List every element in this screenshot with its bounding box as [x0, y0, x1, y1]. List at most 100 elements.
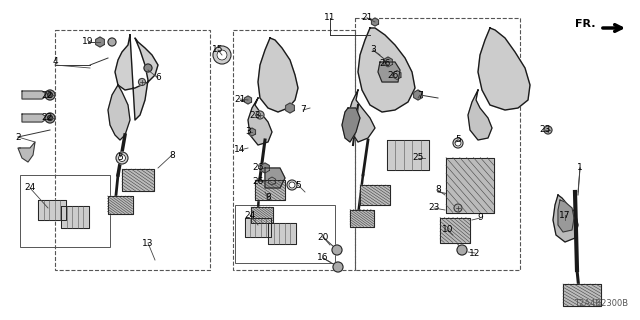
Polygon shape [413, 90, 422, 100]
Text: 6: 6 [155, 74, 161, 83]
Text: 4: 4 [52, 58, 58, 67]
Text: 8: 8 [435, 186, 441, 195]
Text: 10: 10 [442, 226, 454, 235]
Circle shape [118, 155, 125, 162]
Text: FR.: FR. [575, 19, 595, 29]
Polygon shape [387, 140, 429, 170]
Text: 3: 3 [245, 127, 251, 137]
Bar [233, 30, 355, 270]
Polygon shape [95, 37, 104, 47]
Text: 13: 13 [142, 238, 154, 247]
Polygon shape [350, 210, 374, 227]
Polygon shape [22, 91, 45, 99]
Circle shape [289, 182, 295, 188]
Circle shape [45, 113, 55, 123]
Text: 22: 22 [42, 114, 52, 123]
Polygon shape [108, 85, 130, 140]
Text: 8: 8 [169, 150, 175, 159]
Text: 14: 14 [234, 146, 246, 155]
Bar [355, 18, 520, 270]
Polygon shape [393, 70, 401, 79]
Text: 5: 5 [455, 135, 461, 145]
Text: T2A4B2300B: T2A4B2300B [574, 299, 628, 308]
Circle shape [116, 152, 128, 164]
Circle shape [333, 262, 343, 272]
Bar [20, 175, 110, 247]
Text: 9: 9 [477, 213, 483, 222]
Polygon shape [558, 200, 574, 232]
Polygon shape [61, 206, 89, 228]
Circle shape [217, 50, 227, 60]
Text: 24: 24 [24, 183, 36, 193]
Polygon shape [383, 57, 392, 67]
Polygon shape [342, 108, 360, 142]
Bar [235, 205, 335, 263]
Text: 23: 23 [428, 204, 440, 212]
Circle shape [455, 140, 461, 146]
Text: 5: 5 [295, 180, 301, 189]
Circle shape [108, 38, 116, 46]
Text: 22: 22 [42, 91, 52, 100]
Text: 1: 1 [577, 164, 583, 172]
Polygon shape [446, 157, 494, 212]
Polygon shape [18, 142, 35, 162]
Polygon shape [358, 28, 415, 112]
Text: 23: 23 [540, 125, 550, 134]
Polygon shape [348, 90, 375, 142]
Polygon shape [378, 62, 400, 82]
Circle shape [144, 64, 152, 72]
Text: 5: 5 [117, 153, 123, 162]
Text: 3: 3 [370, 45, 376, 54]
Text: 26: 26 [252, 177, 264, 186]
Text: 15: 15 [212, 45, 224, 54]
Polygon shape [372, 18, 378, 26]
Text: 26: 26 [252, 164, 264, 172]
Polygon shape [260, 163, 269, 173]
Text: 11: 11 [324, 13, 336, 22]
Polygon shape [553, 195, 578, 242]
Circle shape [457, 245, 467, 255]
Text: 21: 21 [362, 13, 372, 22]
Circle shape [45, 90, 55, 100]
Text: 26: 26 [380, 59, 390, 68]
Circle shape [138, 78, 145, 85]
Text: 17: 17 [559, 211, 571, 220]
Polygon shape [22, 114, 45, 122]
Polygon shape [251, 207, 273, 223]
Text: 12: 12 [469, 249, 481, 258]
Polygon shape [244, 96, 252, 104]
Bar [55, 30, 210, 270]
Circle shape [47, 116, 52, 121]
Polygon shape [360, 185, 390, 205]
Polygon shape [440, 218, 470, 243]
Circle shape [287, 180, 297, 190]
Polygon shape [285, 103, 294, 113]
Polygon shape [245, 218, 271, 236]
Text: 26: 26 [387, 71, 399, 81]
Text: 16: 16 [317, 253, 329, 262]
Circle shape [256, 111, 264, 119]
Circle shape [332, 245, 342, 255]
Polygon shape [248, 128, 255, 136]
Polygon shape [38, 200, 66, 220]
Text: 2: 2 [15, 132, 21, 141]
Circle shape [47, 92, 52, 98]
Polygon shape [563, 284, 601, 306]
Polygon shape [255, 180, 285, 200]
Circle shape [544, 126, 552, 134]
Text: 19: 19 [83, 37, 93, 46]
Text: 20: 20 [317, 233, 329, 242]
Polygon shape [268, 222, 296, 244]
Circle shape [213, 46, 231, 64]
Polygon shape [265, 168, 285, 188]
Circle shape [453, 138, 463, 148]
Polygon shape [478, 28, 530, 110]
Text: 24: 24 [244, 211, 255, 220]
Polygon shape [115, 35, 158, 120]
Text: 7: 7 [417, 91, 423, 100]
Polygon shape [269, 177, 275, 185]
Text: 21: 21 [234, 94, 246, 103]
Polygon shape [122, 169, 154, 191]
Polygon shape [108, 196, 132, 214]
Circle shape [454, 204, 462, 212]
